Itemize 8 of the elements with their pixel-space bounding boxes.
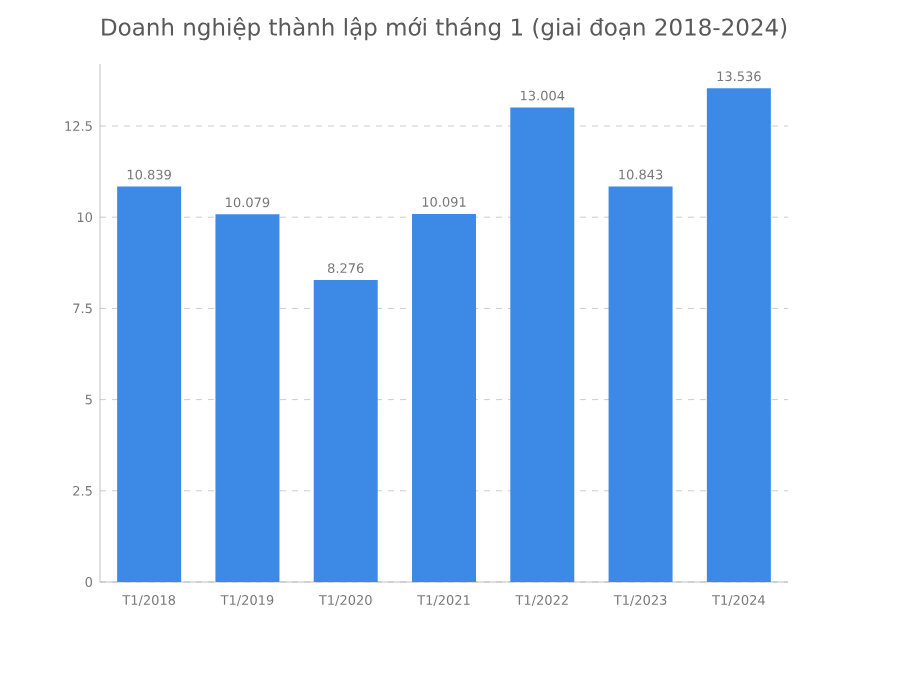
bar: [608, 186, 673, 582]
bar: [510, 107, 575, 582]
bar: [706, 88, 771, 582]
bar: [215, 214, 280, 582]
bar: [117, 186, 182, 582]
bar: [313, 280, 378, 582]
bar: [412, 213, 477, 582]
chart-title: Doanh nghiệp thành lập mới tháng 1 (giai đoạn 2018-2024): [102, 17, 787, 41]
